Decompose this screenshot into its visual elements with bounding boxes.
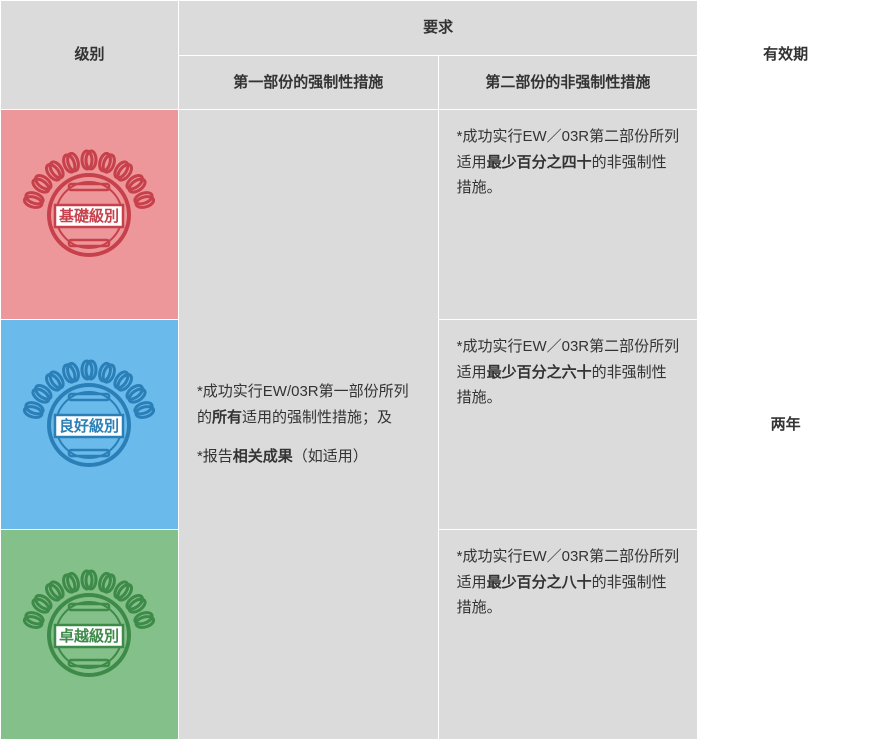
p1-l1-post: 适用的强制性措施；及 [242, 409, 392, 426]
p1-l1-bold: 所有 [212, 409, 242, 426]
levels-tbody: 基礎級別 *成功实行EW/03R第一部份所列的所有适用的强制性措施；及*报告相关… [1, 110, 874, 740]
header-level: 级别 [1, 1, 179, 110]
header-part2: 第二部份的非强制性措施 [438, 55, 698, 110]
header-requirements: 要求 [178, 1, 697, 56]
p2-excellent-bold: 最少百分之八十 [487, 574, 592, 591]
svg-text:基礎級別: 基礎級別 [58, 207, 119, 225]
badge-excellent-icon: 卓越級別 [1, 530, 178, 739]
p2-good-bold: 最少百分之六十 [487, 364, 592, 381]
part2-requirement-good: *成功实行EW／03R第二部份所列适用最少百分之六十的非强制性措施。 [438, 320, 698, 530]
badge-good-icon: 良好級別 [1, 320, 178, 529]
level-badge-good: 良好級別 [1, 320, 179, 530]
part1-requirement: *成功实行EW/03R第一部份所列的所有适用的强制性措施；及*报告相关成果（如适… [178, 110, 438, 740]
badge-basic-icon: 基礎級別 [1, 110, 178, 319]
p1-l2-post: （如适用） [293, 448, 368, 465]
header-part1: 第一部份的强制性措施 [178, 55, 438, 110]
p1-l2-bold: 相关成果 [233, 448, 293, 465]
header-validity: 有效期 [698, 1, 874, 110]
svg-text:良好級別: 良好級別 [59, 417, 119, 435]
level-badge-excellent: 卓越級別 [1, 530, 179, 740]
part2-requirement-basic: *成功实行EW／03R第二部份所列适用最少百分之四十的非强制性措施。 [438, 110, 698, 320]
levels-table: 级别 要求 有效期 第一部份的强制性措施 第二部份的非强制性措施 基礎級別 *成… [0, 0, 874, 740]
part2-requirement-excellent: *成功实行EW／03R第二部份所列适用最少百分之八十的非强制性措施。 [438, 530, 698, 740]
level-badge-basic: 基礎級別 [1, 110, 179, 320]
p2-basic-bold: 最少百分之四十 [487, 154, 592, 171]
validity-value: 两年 [698, 110, 874, 740]
p1-l2-pre: *报告 [197, 448, 233, 465]
svg-text:卓越級別: 卓越級別 [59, 627, 119, 645]
